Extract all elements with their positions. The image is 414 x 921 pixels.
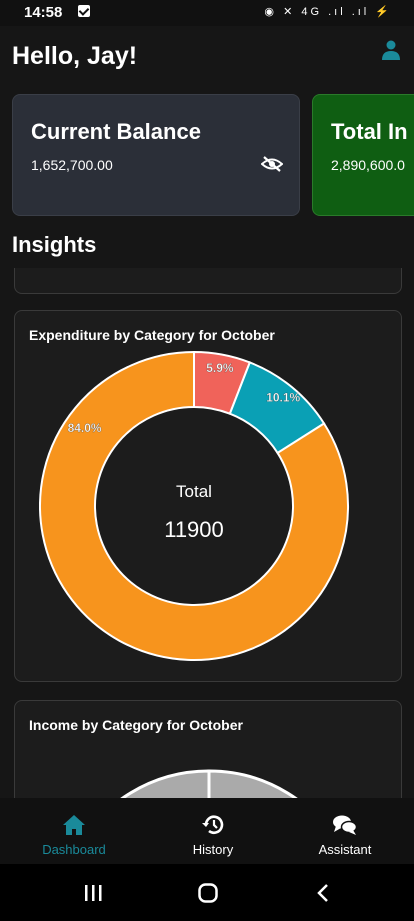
back-icon[interactable] (312, 882, 334, 904)
eye-slash-icon[interactable] (261, 155, 283, 173)
income-chart-card: Income by Category for October (14, 700, 402, 798)
history-icon (202, 815, 224, 835)
bottom-navigation: Dashboard History Assistant (0, 798, 414, 864)
status-time: 14:58 (24, 4, 63, 21)
insights-heading: Insights (12, 232, 97, 257)
insights-scroll-area[interactable]: Expenditure by Category for October 5.9%… (0, 268, 414, 798)
donut-slice-label: 10.1% (266, 390, 300, 404)
donut-slice-label: 84.0% (68, 421, 102, 435)
nav-dashboard[interactable]: Dashboard (5, 798, 143, 864)
income-pie-chart[interactable] (59, 741, 359, 798)
home-icon (63, 815, 85, 835)
card-title: Total In (331, 119, 408, 144)
donut-slice-label: 5.9% (206, 361, 234, 375)
income-pie-slice (120, 769, 211, 798)
chart-title: Expenditure by Category for October (29, 327, 275, 343)
nav-label: History (192, 842, 234, 857)
nav-label: Assistant (318, 842, 372, 857)
recent-apps-icon[interactable] (82, 882, 104, 904)
card-amount: 2,890,600.0 (331, 157, 405, 173)
balance-cards-carousel[interactable]: Current Balance 1,652,700.00 Total In 2,… (0, 94, 414, 216)
previous-chart-card (14, 268, 402, 294)
person-icon[interactable] (382, 40, 400, 60)
chart-title: Income by Category for October (29, 717, 243, 733)
home-button-icon[interactable] (197, 882, 219, 904)
nav-history[interactable]: History (144, 798, 282, 864)
status-bar: 14:58 ◉ ✕ 4G .ıl .ıl ⚡ (0, 0, 414, 26)
status-indicators: ◉ ✕ 4G .ıl .ıl ⚡ (264, 6, 392, 18)
nav-label: Dashboard (42, 842, 106, 857)
card-title: Current Balance (31, 119, 201, 144)
current-balance-card[interactable]: Current Balance 1,652,700.00 (12, 94, 300, 216)
donut-center-label: Total (176, 482, 212, 501)
income-pie-slice (207, 769, 298, 798)
system-navigation-bar (0, 864, 414, 921)
expenditure-donut-chart[interactable]: 5.9% 10.1% 84.0% Total 11900 (39, 351, 369, 681)
chat-icon (333, 815, 357, 835)
nav-assistant[interactable]: Assistant (276, 798, 414, 864)
greeting-title: Hello, Jay! (12, 42, 138, 70)
notification-check-icon (78, 5, 90, 17)
donut-center-value: 11900 (164, 517, 224, 542)
donut-slice[interactable] (39, 351, 349, 661)
total-income-card[interactable]: Total In 2,890,600.0 (312, 94, 414, 216)
expenditure-chart-card: Expenditure by Category for October 5.9%… (14, 310, 402, 682)
card-amount: 1,652,700.00 (31, 157, 113, 173)
